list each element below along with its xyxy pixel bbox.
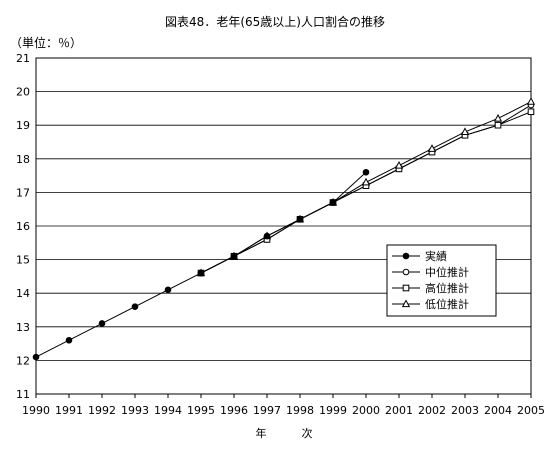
x-tick-label: 1994	[154, 404, 182, 417]
x-tick-label: 1992	[88, 404, 116, 417]
x-tick-label: 2003	[451, 404, 479, 417]
data-point	[427, 144, 437, 152]
legend-swatch-marker	[402, 268, 410, 276]
x-tick-label: 2002	[418, 404, 446, 417]
data-point	[526, 97, 536, 105]
legend-swatch-marker	[401, 299, 411, 308]
y-tick-label: 18	[16, 153, 30, 166]
series-1	[32, 168, 370, 361]
x-tick-label: 2001	[385, 404, 413, 417]
y-tick-label: 14	[16, 287, 30, 300]
x-tick-label: 2000	[352, 404, 380, 417]
x-tick-label: 1995	[187, 404, 215, 417]
data-point	[263, 232, 271, 240]
legend-swatch-marker	[402, 284, 410, 292]
legend-entry: 高位推計	[392, 281, 469, 295]
x-tick-label: 1993	[121, 404, 149, 417]
series-group	[32, 97, 536, 361]
x-tick-label: 1990	[22, 404, 50, 417]
data-point	[98, 320, 106, 327]
data-point	[32, 353, 40, 361]
axes: 11 12 13 14 15 16 17 18 19 20 21 1990 1991 1992 1993 19…	[16, 52, 545, 417]
data-point	[361, 177, 371, 186]
x-tick-label: 2005	[517, 404, 545, 417]
data-point	[131, 303, 139, 310]
y-tick-label: 16	[16, 220, 30, 233]
data-point	[197, 269, 205, 277]
y-tick-label: 15	[16, 254, 30, 267]
legend-label: 中位推計	[425, 265, 469, 279]
data-point	[65, 336, 73, 344]
data-point	[164, 286, 172, 294]
data-point	[230, 252, 238, 260]
data-point	[362, 168, 370, 176]
x-axis-title: 年 次	[256, 426, 325, 440]
data-point	[493, 113, 503, 122]
data-point	[527, 108, 535, 116]
data-point	[329, 199, 337, 206]
x-tick-label: 1996	[220, 404, 248, 417]
y-tick-label: 20	[16, 86, 30, 99]
y-tick-label: 11	[16, 388, 30, 401]
data-point	[394, 160, 404, 169]
data-point	[494, 121, 502, 129]
x-tick-label: 1991	[55, 404, 83, 417]
x-tick-label: 1997	[253, 404, 281, 417]
series-line	[35, 171, 367, 358]
legend-entry: 実績	[392, 249, 447, 263]
legend-entry: 中位推計	[392, 265, 469, 279]
x-tick-label: 1999	[319, 404, 347, 417]
data-point	[296, 215, 304, 223]
y-tick-label: 21	[16, 52, 30, 65]
grid-lines	[36, 57, 531, 395]
legend-swatch-marker	[402, 252, 410, 260]
plot-area-frame	[35, 57, 532, 395]
legend-label: 高位推計	[425, 281, 469, 295]
x-tick-label: 1998	[286, 404, 314, 417]
legend-label: 実績	[425, 249, 447, 263]
legend-entry: 低位推計	[392, 297, 469, 311]
y-axis-unit-label: （単位：％）	[10, 36, 83, 50]
y-tick-label: 17	[16, 186, 30, 199]
y-tick-label: 12	[16, 354, 30, 367]
legend-label: 低位推計	[425, 297, 469, 311]
y-tick-label: 13	[16, 321, 30, 334]
x-tick-label: 2004	[484, 404, 512, 417]
y-tick-label: 19	[16, 119, 30, 132]
data-point	[460, 127, 470, 136]
chart-title: 図表48．老年(65歳以上)人口割合の推移	[165, 15, 385, 29]
